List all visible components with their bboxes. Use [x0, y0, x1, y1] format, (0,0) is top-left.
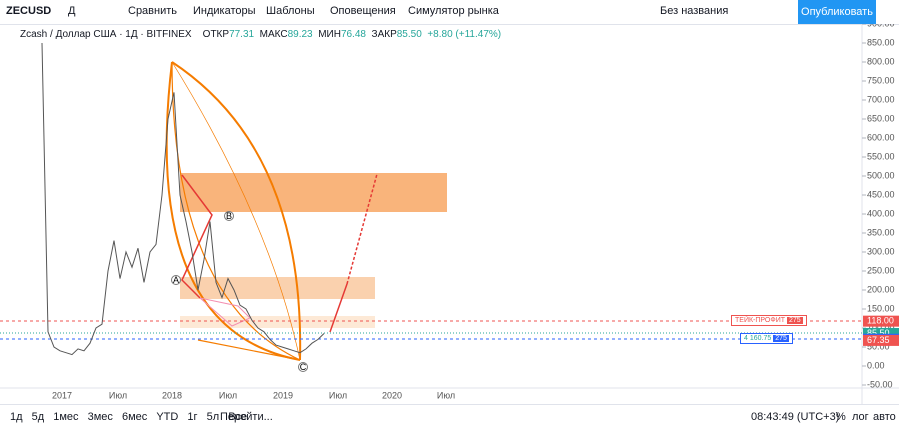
label: 4 160.75 — [744, 335, 772, 342]
range-button[interactable]: 3мес — [87, 411, 113, 423]
replay[interactable]: Симулятор рынка — [408, 5, 499, 17]
ranges: 1д 5д 1мес 3мес 6мес YTD 1г 5л Все — [10, 411, 247, 423]
price-tag — [863, 328, 899, 340]
label: ОТКР — [202, 29, 230, 40]
price-line — [41, 42, 325, 356]
range-button[interactable]: Все — [228, 411, 248, 423]
label: ТЕЙК-ПРОФИТ — [735, 317, 786, 324]
bottom-toolbar: 1д 5д 1мес 3мес 6мес YTD 1г 5л Все Перей… — [0, 404, 899, 427]
y-tick-label: 400.00 — [867, 208, 895, 218]
y-tick-label: 850.00 — [867, 37, 895, 47]
y-tick-label: 600.00 — [867, 132, 895, 142]
value: 89.23 — [287, 29, 313, 40]
range-button[interactable]: 1г — [187, 411, 198, 423]
y-tick-label: 250.00 — [867, 265, 895, 275]
label: ЗАКР — [371, 29, 397, 40]
clock: 08:43:49 (UTC+3) — [751, 411, 840, 423]
alerts[interactable]: Оповещения — [330, 5, 396, 17]
x-tick-label: 2018 — [162, 390, 182, 400]
x-tick-label: Июл — [219, 390, 237, 400]
legend-title: Zcash / Доллар США · 1Д · BITFINEX — [20, 29, 192, 40]
interval[interactable]: Д — [68, 5, 76, 17]
y-tick-label: 650.00 — [867, 113, 895, 123]
x-tick-label: 2020 — [382, 390, 402, 400]
take-profit[interactable]: ТЕЙК-ПРОФИТ 275 — [731, 315, 807, 326]
y-tick-label: 50.00 — [867, 341, 890, 351]
value: 76.48 — [340, 29, 366, 40]
y-tick-label: 750.00 — [867, 75, 895, 85]
y-tick-label: 900.00 — [867, 24, 895, 28]
point-marker — [224, 211, 234, 221]
range-button[interactable]: 1мес — [53, 411, 79, 423]
entry[interactable]: 4 160.75 275 — [740, 333, 793, 344]
indicators[interactable]: Индикаторы — [193, 5, 256, 17]
y-tick-label: 0.00 — [867, 360, 885, 370]
y-tick-label: 350.00 — [867, 227, 895, 237]
goto[interactable]: Перейти... — [220, 411, 273, 423]
templates[interactable]: Шаблоны — [266, 5, 315, 17]
label: МАКС — [259, 29, 288, 40]
range-button[interactable]: 6мес — [121, 411, 148, 423]
x-tick-label: Июл — [329, 390, 347, 400]
range-button[interactable]: 5д — [31, 411, 45, 423]
symbol[interactable]: ZECUSD — [6, 5, 52, 17]
y-tick-label: 700.00 — [867, 94, 895, 104]
compare[interactable]: Сравнить — [128, 5, 178, 17]
price-tag-label: 85.50 — [867, 328, 890, 338]
point-marker — [171, 275, 181, 285]
value: 85.50 — [396, 29, 422, 40]
layout-name[interactable]: Без названия — [660, 5, 729, 17]
point-label: C — [300, 362, 307, 372]
value: 77.31 — [229, 29, 255, 40]
y-tick-label: 150.00 — [867, 303, 895, 313]
x-tick-label: Июл — [109, 390, 127, 400]
range-button[interactable]: 1д — [10, 411, 23, 423]
price-tag-label: 67.35 — [867, 335, 890, 345]
x-tick-label: 2017 — [52, 390, 72, 400]
publish-button[interactable]: Опубликовать — [798, 0, 876, 24]
top-toolbar: ZECUSD Д Сравнить Индикаторы Шаблоны Опо… — [0, 0, 899, 25]
range-button[interactable]: 5л — [206, 411, 220, 423]
x-tick-label: 2019 — [273, 390, 293, 400]
log[interactable]: лог — [852, 411, 869, 423]
label: МИН — [318, 29, 341, 40]
y-tick-label: 300.00 — [867, 246, 895, 256]
drawings — [0, 61, 862, 361]
point-marker — [298, 362, 308, 372]
y-tick-label: -50.00 — [867, 379, 893, 389]
point-label: B — [226, 211, 232, 221]
price-tag — [863, 315, 899, 327]
qty: 275 — [773, 335, 789, 342]
y-tick-label: 450.00 — [867, 189, 895, 199]
y-tick-label: 550.00 — [867, 151, 895, 161]
y-tick-label: 500.00 — [867, 170, 895, 180]
price-tag — [863, 334, 899, 346]
range-button[interactable]: YTD — [156, 411, 179, 423]
percent[interactable]: % — [836, 411, 846, 423]
y-tick-label: 200.00 — [867, 284, 895, 294]
change: +8.80 (+11.47%) — [427, 29, 502, 40]
y-tick-label: 100.00 — [867, 322, 895, 332]
chart: -50.00 0.00 50.00 100.00 150.00 200.00 250.00 3… — [0, 24, 899, 404]
price-tag-label: 118.00 — [867, 316, 894, 326]
x-tick-label: Июл — [437, 390, 455, 400]
point-label: A — [173, 275, 179, 285]
y-tick-label: 800.00 — [867, 56, 895, 66]
auto[interactable]: авто — [873, 411, 896, 423]
qty: 275 — [786, 317, 803, 324]
legend: Zcash / Доллар США · 1Д · BITFINEX ОТКР7… — [20, 29, 501, 40]
